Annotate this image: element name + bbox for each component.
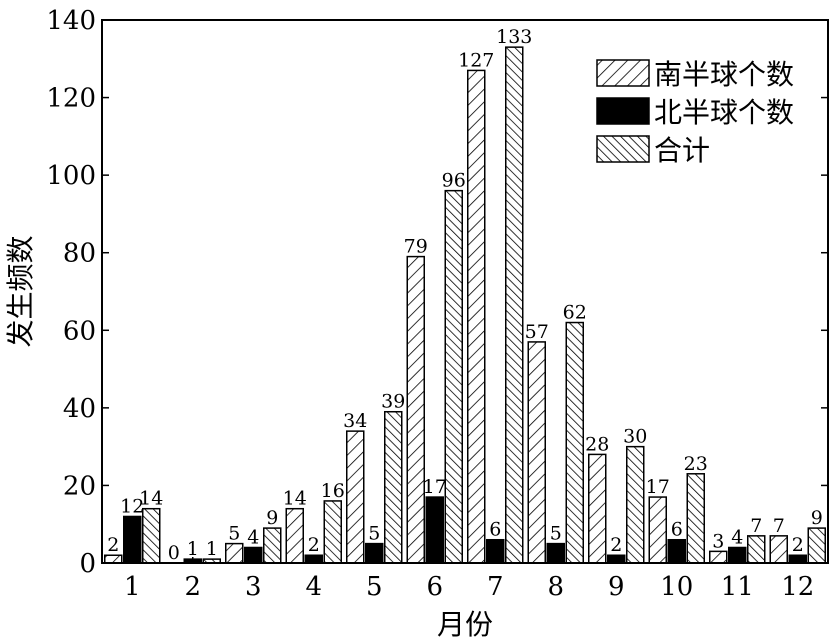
- data-label: 79: [404, 236, 428, 258]
- x-tick-label: 5: [366, 572, 383, 602]
- data-label: 23: [684, 453, 708, 475]
- data-label: 7: [750, 515, 762, 537]
- bar-2-month-6: [425, 496, 444, 564]
- data-label: 4: [731, 526, 743, 548]
- data-label: 28: [585, 433, 609, 455]
- x-tick-label: 1: [124, 572, 141, 602]
- bar-3-month-11: [747, 535, 766, 564]
- y-tick-label: 0: [79, 549, 96, 579]
- bar-3-month-3: [263, 527, 282, 564]
- x-tick-label: 10: [660, 572, 693, 602]
- bar-1-month-10: [648, 496, 667, 564]
- y-tick-label: 60: [63, 316, 96, 346]
- data-label: 14: [139, 488, 163, 510]
- bar-1-month-7: [467, 69, 486, 564]
- bar-2-month-1: [123, 515, 142, 564]
- data-label: 39: [381, 391, 405, 413]
- y-tick-label: 40: [63, 394, 96, 424]
- bar-1-month-12: [769, 535, 788, 564]
- y-tick-label: 140: [46, 6, 96, 36]
- bar-3-month-12: [807, 527, 826, 564]
- x-tick-label: 11: [721, 572, 754, 602]
- bar-3-month-9: [626, 445, 645, 564]
- bar-3-month-1: [142, 507, 161, 564]
- bar-3-month-6: [444, 189, 463, 564]
- data-label: 127: [458, 49, 494, 71]
- bar-1-month-3: [225, 542, 244, 564]
- legend-swatch-3: [596, 135, 650, 163]
- x-tick-label: 2: [184, 572, 201, 602]
- x-axis-label: 月份: [437, 608, 493, 641]
- data-label: 9: [811, 507, 823, 529]
- data-label: 1: [187, 538, 199, 560]
- y-tick-label: 20: [63, 471, 96, 501]
- x-tick-label: 8: [547, 572, 564, 602]
- bar-3-month-4: [323, 500, 342, 564]
- data-label: 6: [489, 519, 501, 541]
- data-label: 5: [368, 523, 380, 545]
- data-label: 3: [712, 530, 724, 552]
- data-label: 14: [283, 488, 307, 510]
- bar-1-month-6: [406, 255, 425, 564]
- bar-1-month-4: [285, 507, 304, 564]
- bar-1-month-8: [527, 341, 546, 564]
- data-label: 6: [671, 519, 683, 541]
- data-label: 62: [563, 302, 587, 324]
- y-tick-label: 120: [46, 84, 96, 114]
- legend-label-2: 北半球个数: [654, 96, 794, 129]
- x-tick-label: 3: [245, 572, 262, 602]
- data-label: 17: [646, 476, 670, 498]
- bar-1-month-5: [346, 430, 365, 564]
- legend-label-1: 南半球个数: [654, 58, 794, 91]
- bar-3-month-5: [384, 410, 403, 564]
- data-label: 34: [343, 410, 367, 432]
- data-label: 5: [550, 523, 562, 545]
- data-label: 9: [266, 507, 278, 529]
- data-label: 30: [623, 426, 647, 448]
- x-tick-label: 4: [305, 572, 322, 602]
- data-label: 12: [120, 495, 144, 517]
- data-label: 0: [168, 542, 180, 564]
- bar-3-month-10: [686, 473, 705, 564]
- data-label: 1: [206, 538, 218, 560]
- data-label: 4: [247, 526, 259, 548]
- bar-1-month-9: [588, 453, 607, 564]
- y-axis-label: 发生频数: [4, 235, 37, 347]
- data-label: 57: [525, 321, 549, 343]
- plot-frame: [101, 19, 829, 564]
- data-label: 2: [107, 534, 119, 556]
- x-tick-label: 12: [781, 572, 814, 602]
- data-label: 7: [773, 515, 785, 537]
- legend-swatch-2: [596, 97, 650, 125]
- data-label: 2: [792, 534, 804, 556]
- legend-swatch-1: [596, 59, 650, 87]
- x-tick-label: 9: [608, 572, 625, 602]
- data-label: 17: [423, 476, 447, 498]
- y-tick-label: 80: [63, 239, 96, 269]
- bar-1-month-1: [104, 554, 123, 564]
- data-label: 5: [228, 523, 240, 545]
- data-label: 2: [308, 534, 320, 556]
- data-label: 96: [442, 170, 466, 192]
- y-tick-label: 100: [46, 161, 96, 191]
- bar-3-month-8: [565, 321, 584, 564]
- bar-3-month-7: [505, 46, 524, 564]
- legend-label-3: 合计: [654, 134, 710, 167]
- data-label: 16: [321, 480, 345, 502]
- data-label: 2: [610, 534, 622, 556]
- x-tick-label: 6: [426, 572, 443, 602]
- data-label: 133: [496, 26, 532, 48]
- x-tick-label: 7: [487, 572, 504, 602]
- bar-1-month-11: [709, 550, 728, 564]
